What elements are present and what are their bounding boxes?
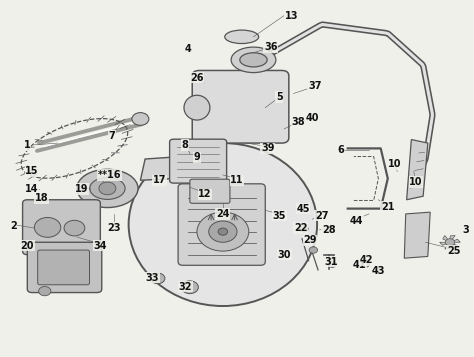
Text: 6: 6 [337, 145, 344, 155]
Text: 45: 45 [296, 203, 310, 213]
Text: 1: 1 [24, 140, 31, 150]
Polygon shape [450, 239, 460, 242]
Text: 8: 8 [182, 140, 189, 150]
Text: 29: 29 [303, 236, 317, 246]
Text: 13: 13 [284, 11, 298, 21]
FancyBboxPatch shape [37, 250, 90, 285]
Polygon shape [445, 242, 450, 249]
Circle shape [300, 226, 308, 232]
Text: 14: 14 [25, 184, 39, 194]
Ellipse shape [77, 169, 138, 207]
Polygon shape [407, 140, 428, 200]
Text: 41: 41 [353, 260, 366, 270]
FancyBboxPatch shape [190, 179, 230, 203]
Text: 26: 26 [190, 72, 204, 82]
FancyBboxPatch shape [170, 139, 227, 183]
Circle shape [182, 281, 198, 293]
Text: 44: 44 [349, 216, 363, 226]
Ellipse shape [240, 53, 267, 67]
Polygon shape [450, 236, 455, 242]
Text: 33: 33 [146, 273, 159, 283]
Circle shape [361, 261, 369, 267]
Text: 28: 28 [322, 225, 336, 235]
Circle shape [64, 220, 85, 236]
Text: 2: 2 [10, 221, 17, 231]
Text: 3: 3 [462, 225, 469, 235]
Text: 11: 11 [230, 175, 244, 185]
Ellipse shape [128, 143, 317, 306]
Circle shape [99, 182, 116, 195]
Text: 25: 25 [447, 246, 461, 256]
Text: 24: 24 [216, 209, 229, 219]
Circle shape [218, 228, 228, 235]
Text: 36: 36 [264, 42, 278, 52]
Ellipse shape [225, 30, 259, 44]
Text: 12: 12 [198, 190, 212, 200]
Text: 40: 40 [306, 113, 319, 123]
Text: 35: 35 [273, 211, 286, 221]
Text: 18: 18 [35, 193, 48, 203]
Polygon shape [140, 157, 176, 180]
Circle shape [35, 217, 61, 237]
FancyBboxPatch shape [27, 242, 102, 292]
Text: 22: 22 [294, 223, 307, 233]
Circle shape [209, 221, 237, 242]
Text: 32: 32 [178, 282, 192, 292]
FancyBboxPatch shape [23, 200, 100, 255]
Text: **16: **16 [98, 170, 121, 180]
Text: 4: 4 [184, 44, 191, 54]
Text: 39: 39 [261, 144, 274, 154]
Ellipse shape [90, 177, 125, 200]
Circle shape [197, 212, 249, 251]
Text: 38: 38 [292, 117, 305, 127]
Text: 9: 9 [193, 152, 201, 162]
Polygon shape [450, 242, 457, 249]
Text: 15: 15 [25, 166, 39, 176]
Text: 10: 10 [410, 177, 423, 187]
Text: 10: 10 [388, 159, 401, 169]
Text: 34: 34 [93, 241, 107, 251]
Text: 23: 23 [108, 223, 121, 233]
Text: 31: 31 [325, 257, 338, 267]
Text: 19: 19 [75, 184, 88, 194]
Text: 37: 37 [308, 81, 321, 91]
Text: 42: 42 [360, 255, 374, 265]
Polygon shape [443, 236, 450, 242]
Text: 7: 7 [109, 131, 116, 141]
Text: 43: 43 [372, 266, 385, 276]
Text: 21: 21 [381, 202, 394, 212]
Text: 30: 30 [277, 250, 291, 260]
Text: 17: 17 [153, 175, 166, 185]
Circle shape [309, 247, 318, 253]
Polygon shape [404, 212, 430, 258]
Circle shape [445, 239, 455, 246]
Circle shape [38, 287, 51, 296]
Polygon shape [439, 242, 450, 245]
FancyBboxPatch shape [178, 184, 265, 265]
Text: 27: 27 [315, 211, 328, 221]
Circle shape [328, 261, 337, 267]
Text: 20: 20 [20, 241, 34, 251]
Text: 5: 5 [276, 92, 283, 102]
FancyBboxPatch shape [192, 70, 289, 143]
Circle shape [132, 112, 149, 125]
Ellipse shape [184, 95, 210, 120]
Ellipse shape [231, 47, 276, 72]
Circle shape [151, 273, 165, 284]
